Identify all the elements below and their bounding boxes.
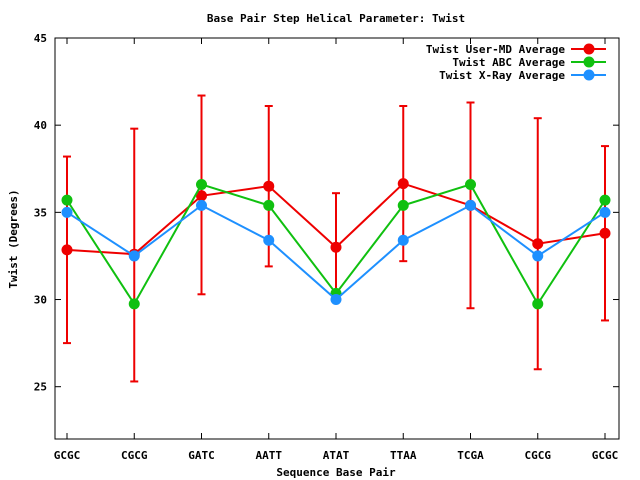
data-point-series-1 [330,241,342,253]
legend-label: Twist ABC Average [452,56,565,69]
data-point-series-1 [196,190,207,202]
x-tick-label: GCGC [592,449,619,462]
legend-marker [583,43,595,55]
plot-frame [54,37,620,440]
data-point-series-2 [465,178,476,190]
y-axis-label: Twist (Degrees) [7,189,20,288]
legend-label: Twist X-Ray Average [439,69,565,82]
data-point-series-3 [330,294,342,306]
x-tick-label: CGCG [525,449,552,462]
data-point-series-3 [397,234,409,246]
axes: 25 30 35 40 45 GCGC CGCG GATC AATT ATAT TTAA TCGA CG… [34,32,620,462]
y-tick-label: 25 [34,381,47,394]
data-point-series-1 [599,227,611,239]
data-point-series-3 [196,199,207,211]
y-tick-label: 30 [34,294,47,307]
legend-marker [583,69,595,81]
series-lines [61,178,611,310]
x-tick-label: TTAA [390,449,417,462]
data-point-series-2 [532,298,544,310]
data-point-series-2 [599,194,611,206]
x-tick-label: GCGC [54,449,81,462]
x-axis-label: Sequence Base Pair [276,466,396,479]
data-point-series-2 [397,199,409,211]
data-point-series-2 [263,199,275,211]
data-point-series-3 [61,206,73,218]
data-point-series-2 [61,194,73,206]
data-point-series-3 [128,250,140,262]
data-point-series-3 [599,206,611,218]
x-tick-label: AATT [256,449,283,462]
x-tick-label: ATAT [323,449,350,462]
data-point-series-3 [465,199,476,211]
data-point-series-2 [196,178,207,190]
legend-label: Twist User-MD Average [426,43,565,56]
data-point-series-3 [532,250,544,262]
data-point-series-2 [128,298,140,310]
data-point-series-1 [263,180,275,192]
data-point-series-1 [397,178,409,190]
y-tick-label: 40 [34,119,47,132]
data-point-series-1 [532,238,544,250]
x-tick-label: TCGA [457,449,484,462]
x-tick-label: CGCG [121,449,148,462]
legend-marker [583,56,595,68]
y-tick-label: 35 [34,206,47,219]
data-point-series-3 [263,234,275,246]
y-tick-label: 45 [34,32,47,45]
data-point-series-1 [61,244,73,256]
x-tick-label: GATC [188,449,215,462]
chart-title: Base Pair Step Helical Parameter: Twist [207,12,465,25]
